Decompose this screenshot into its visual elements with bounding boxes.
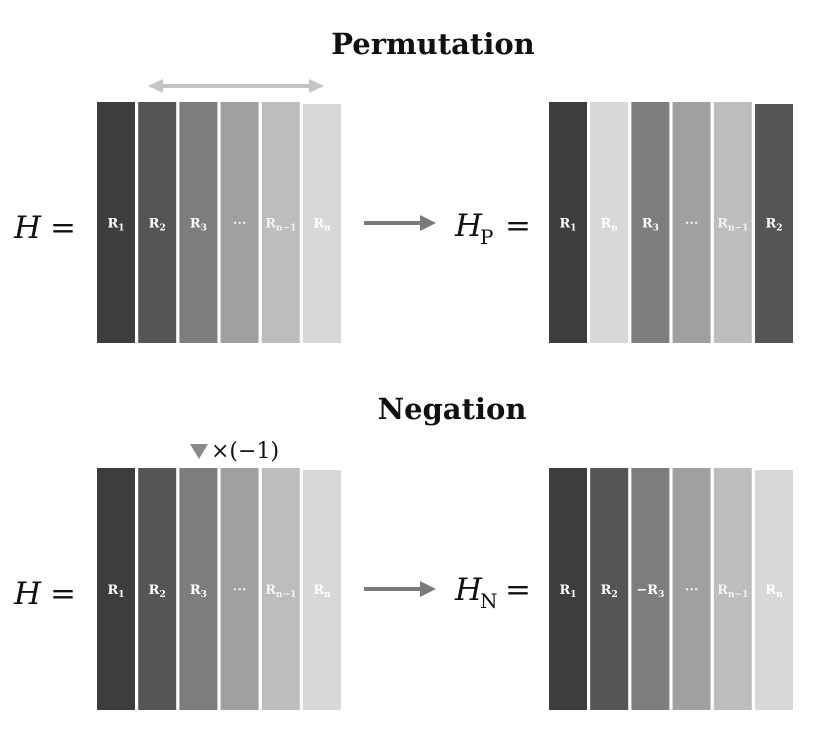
perm-right-column-2 <box>590 102 629 343</box>
perm-right-column-label-2: Rn <box>601 217 619 234</box>
neg-left-column-label-2: R2 <box>149 583 166 600</box>
perm-left-column-label-3: R3 <box>190 217 207 234</box>
neg-left-column-6 <box>303 470 341 710</box>
perm-left-column-5 <box>261 102 300 343</box>
negation-factor-label: ×(−1) <box>211 439 279 464</box>
perm-right-lhs: H <box>454 208 483 244</box>
neg-right-column-label-3: −R3 <box>636 583 664 600</box>
perm-left-column-label-6: Rn <box>313 217 331 234</box>
neg-flow-arrow <box>364 581 436 597</box>
perm-left-column-3 <box>179 102 218 343</box>
neg-left-column-4 <box>220 468 259 710</box>
neg-right-column-1 <box>549 468 587 710</box>
down-triangle-icon <box>190 444 208 459</box>
perm-right-column-label-3: R3 <box>642 217 659 234</box>
neg-right-column-label-5: Rn−1 <box>717 583 748 600</box>
neg-right-column-3 <box>631 468 670 710</box>
negation-title: Negation <box>378 392 527 426</box>
perm-right-sub: P <box>480 225 493 249</box>
perm-right-column-label-4: ··· <box>685 217 699 232</box>
perm-left-column-label-4: ··· <box>233 217 247 232</box>
neg-left-equals: = <box>50 576 76 612</box>
perm-left-column-label-2: R2 <box>149 217 166 234</box>
neg-left-column-label-5: Rn−1 <box>265 583 296 600</box>
perm-left-matrix: R1 R2 R3 ··· Rn−1 Rn <box>97 102 341 343</box>
perm-left-lhs: H <box>13 210 42 246</box>
neg-left-lhs: H <box>13 576 42 612</box>
perm-right-column-3 <box>631 102 670 343</box>
perm-right-equation: H P = <box>454 208 531 249</box>
neg-left-column-2 <box>138 468 177 710</box>
neg-right-lhs: H <box>454 572 483 608</box>
neg-right-column-label-2: R2 <box>601 583 618 600</box>
negation-marker: ×(−1) <box>190 439 279 464</box>
swap-arrow <box>148 79 324 93</box>
perm-right-matrix: R1 Rn R3 ··· Rn−1 R2 <box>549 102 793 343</box>
neg-right-column-label-1: R1 <box>559 583 576 600</box>
perm-right-column-4 <box>672 102 711 343</box>
neg-left-column-1 <box>97 468 135 710</box>
perm-left-column-label-5: Rn−1 <box>265 217 296 234</box>
neg-left-column-5 <box>261 468 300 710</box>
neg-right-column-6 <box>755 470 793 710</box>
neg-left-column-label-6: Rn <box>313 583 331 600</box>
neg-right-column-4 <box>672 468 711 710</box>
perm-right-column-1 <box>549 102 587 343</box>
neg-right-column-label-4: ··· <box>685 583 699 598</box>
perm-right-column-label-6: R2 <box>765 217 782 234</box>
perm-flow-arrow <box>364 215 436 231</box>
perm-right-equals: = <box>505 208 531 244</box>
neg-left-column-3 <box>179 468 218 710</box>
perm-left-equals: = <box>50 210 76 246</box>
perm-right-column-6 <box>755 104 793 343</box>
perm-left-column-label-1: R1 <box>107 217 124 234</box>
permutation-title: Permutation <box>331 27 535 61</box>
perm-left-column-2 <box>138 102 177 343</box>
neg-left-column-label-4: ··· <box>233 583 247 598</box>
perm-left-column-6 <box>303 104 341 343</box>
neg-right-column-5 <box>713 468 752 710</box>
neg-right-matrix: R1 R2 −R3 ··· Rn−1 Rn <box>549 468 793 710</box>
neg-right-column-2 <box>590 468 629 710</box>
neg-left-column-label-1: R1 <box>107 583 124 600</box>
neg-left-column-label-3: R3 <box>190 583 207 600</box>
perm-right-column-label-1: R1 <box>559 217 576 234</box>
neg-right-column-label-6: Rn <box>765 583 783 600</box>
perm-left-equation: H = <box>13 210 76 246</box>
neg-left-matrix: R1 R2 R3 ··· Rn−1 Rn <box>97 468 341 710</box>
neg-left-equation: H = <box>13 576 76 612</box>
perm-right-column-5 <box>713 102 752 343</box>
perm-right-column-label-5: Rn−1 <box>717 217 748 234</box>
neg-right-equals: = <box>505 572 531 608</box>
neg-right-sub: N <box>480 589 498 613</box>
perm-left-column-1 <box>97 102 135 343</box>
perm-left-column-4 <box>220 102 259 343</box>
neg-right-equation: H N = <box>454 572 531 613</box>
